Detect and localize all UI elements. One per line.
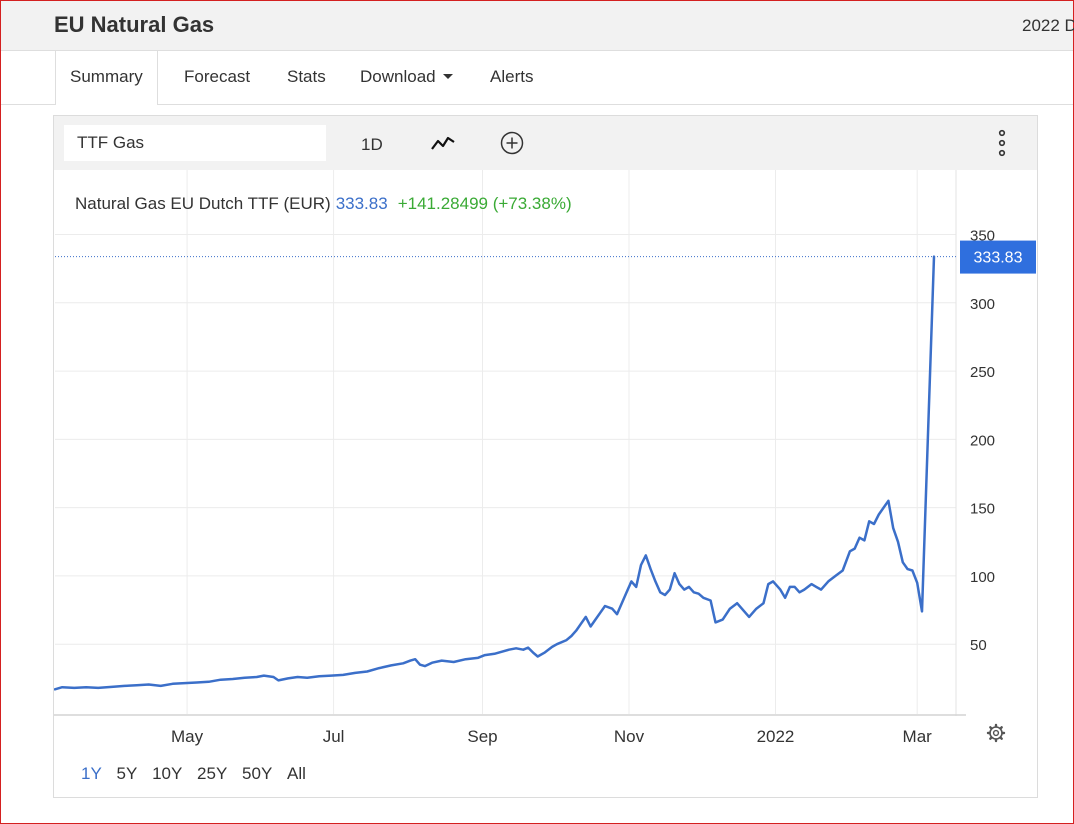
y-tick-label: 250 — [970, 364, 995, 381]
interval-selector[interactable]: 1D — [361, 135, 383, 154]
chart-last-value: 333.83 — [336, 194, 388, 213]
gear-icon[interactable] — [986, 723, 1006, 743]
range-25y[interactable]: 25Y — [197, 764, 228, 783]
range-50y[interactable]: 50Y — [242, 764, 273, 783]
x-axis: May Jul Sep Nov 2022 Mar — [171, 727, 932, 746]
line-chart-icon[interactable] — [430, 133, 456, 153]
tab-stats[interactable]: Stats — [287, 51, 326, 104]
y-tick-label: 200 — [970, 432, 995, 449]
chart-panel: 1D Natural Gas EU Dutch TTF (EUR) 333.83 +… — [53, 115, 1038, 798]
range-1y[interactable]: 1Y — [81, 764, 102, 783]
range-10y[interactable]: 10Y — [152, 764, 183, 783]
chart-change: +141.28499 (+73.38%) — [398, 194, 572, 213]
tab-download-label: Download — [360, 67, 436, 86]
x-tick-label: May — [171, 727, 204, 746]
y-tick-label: 350 — [970, 228, 995, 245]
tab-forecast-label: Forecast — [184, 67, 251, 86]
y-tick-label: 300 — [970, 296, 995, 313]
header-bar: EU Natural Gas 2022 D — [1, 1, 1074, 51]
x-tick-label: Nov — [614, 727, 645, 746]
symbol-input[interactable] — [64, 125, 326, 161]
tab-summary-label: Summary — [70, 67, 143, 86]
last-price-badge-label: 333.83 — [974, 250, 1023, 267]
x-tick-label: Sep — [467, 727, 497, 746]
caret-down-icon — [442, 74, 453, 80]
page-title: EU Natural Gas — [54, 12, 215, 37]
x-tick-label: Jul — [323, 727, 345, 746]
chart-grid — [54, 170, 966, 716]
chart-series-name: Natural Gas EU Dutch TTF (EUR) — [75, 194, 331, 213]
tab-stats-label: Stats — [287, 67, 326, 86]
tab-alerts-label: Alerts — [490, 67, 534, 86]
last-price-badge: 333.83 — [960, 240, 1036, 274]
price-chart[interactable]: Natural Gas EU Dutch TTF (EUR) 333.83 +141… — [54, 170, 1037, 752]
y-tick-label: 50 — [970, 637, 987, 654]
series-line — [54, 255, 936, 691]
tab-forecast[interactable]: Forecast — [184, 51, 250, 104]
tab-bar: Summary Forecast Stats Download Alerts — [1, 51, 1073, 105]
more-vertical-icon[interactable] — [996, 129, 1008, 157]
x-tick-label: 2022 — [757, 727, 795, 746]
range-selector: 1Y 5Y 10Y 25Y 50Y All — [81, 764, 316, 784]
y-axis: 50 100 150 200 250 300 350 — [970, 228, 995, 655]
y-tick-label: 100 — [970, 569, 995, 586]
chart-info: Natural Gas EU Dutch TTF (EUR) 333.83 +141… — [75, 194, 572, 213]
range-5y[interactable]: 5Y — [116, 764, 138, 783]
range-all[interactable]: All — [287, 764, 306, 783]
add-circle-icon[interactable] — [500, 131, 524, 155]
tab-alerts[interactable]: Alerts — [490, 51, 533, 104]
y-tick-label: 150 — [970, 501, 995, 518]
tab-download[interactable]: Download — [360, 51, 453, 104]
chart-toolbar: 1D — [54, 116, 1037, 170]
header-right-text: 2022 D — [1022, 16, 1074, 35]
x-tick-label: Mar — [903, 727, 933, 746]
tab-summary[interactable]: Summary — [55, 51, 158, 105]
